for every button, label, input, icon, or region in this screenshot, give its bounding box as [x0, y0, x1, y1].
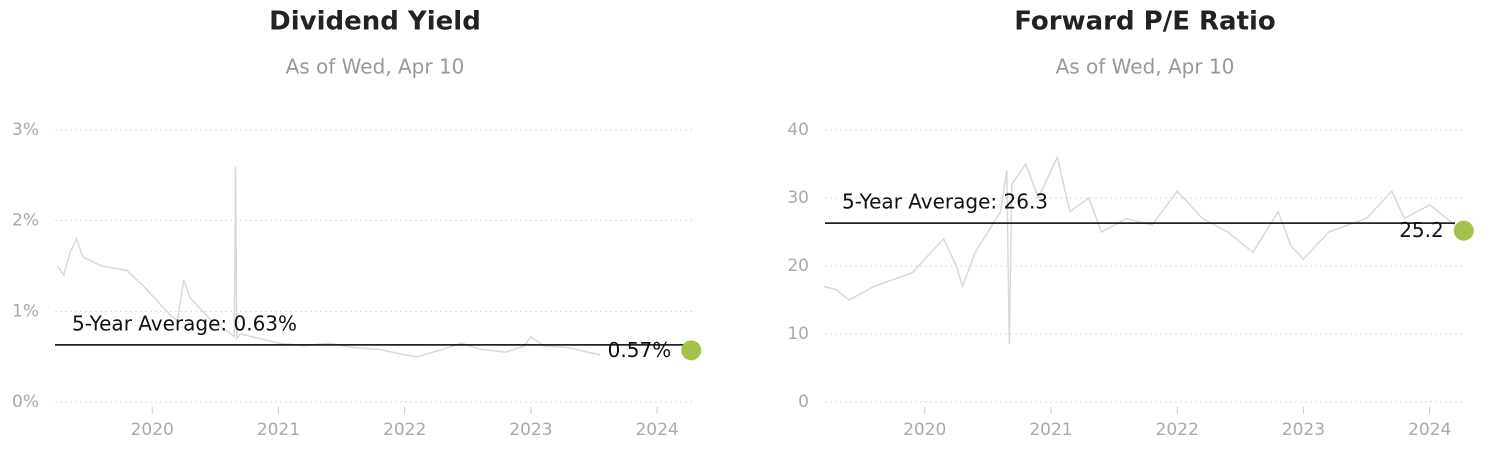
x-tick-label: 2024: [1408, 420, 1451, 440]
chart-subtitle: As of Wed, Apr 10: [286, 55, 465, 79]
x-tick-label: 2023: [509, 420, 552, 440]
data-line: [823, 154, 1456, 345]
x-tick-label: 2022: [383, 420, 426, 440]
x-tick-label: 2021: [1029, 420, 1072, 440]
x-tick-label: 2020: [131, 420, 174, 440]
x-tick-label: 2023: [1282, 420, 1325, 440]
y-tick-label: 10: [787, 324, 809, 344]
average-label: 5-Year Average: 26.3: [842, 190, 1048, 214]
y-tick-label: 2%: [12, 211, 39, 231]
y-tick-label: 20: [787, 256, 809, 276]
chart-subtitle: As of Wed, Apr 10: [1056, 55, 1235, 79]
y-tick-label: 0: [798, 392, 809, 412]
x-tick-label: 2024: [635, 420, 678, 440]
current-label: 0.57%: [608, 338, 672, 362]
y-tick-label: 3%: [12, 120, 39, 140]
x-tick-label: 2022: [1156, 420, 1199, 440]
y-tick-label: 1%: [12, 301, 39, 321]
x-tick-label: 2021: [257, 420, 300, 440]
chart-title: Dividend Yield: [269, 7, 481, 37]
y-tick-label: 0%: [12, 392, 39, 412]
x-tick-label: 2020: [903, 420, 946, 440]
average-label: 5-Year Average: 0.63%: [72, 311, 297, 335]
y-tick-label: 40: [787, 120, 809, 140]
y-tick-label: 30: [787, 188, 809, 208]
current-dot: [1453, 220, 1474, 241]
current-label: 25.2: [1399, 218, 1444, 242]
data-line: [56, 166, 601, 358]
current-dot: [681, 340, 702, 361]
chart-title: Forward P/E Ratio: [1014, 7, 1276, 37]
